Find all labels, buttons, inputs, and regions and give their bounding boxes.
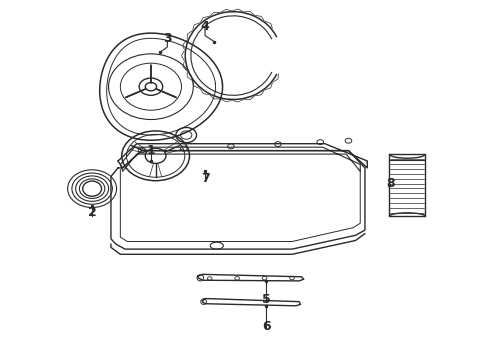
Text: 8: 8 bbox=[387, 177, 395, 190]
Text: 1: 1 bbox=[147, 144, 155, 157]
Text: 3: 3 bbox=[163, 32, 172, 45]
Text: 7: 7 bbox=[200, 172, 209, 185]
Text: 4: 4 bbox=[200, 20, 209, 33]
Text: 6: 6 bbox=[262, 320, 270, 333]
Text: 2: 2 bbox=[88, 206, 97, 219]
Text: 5: 5 bbox=[262, 293, 270, 306]
